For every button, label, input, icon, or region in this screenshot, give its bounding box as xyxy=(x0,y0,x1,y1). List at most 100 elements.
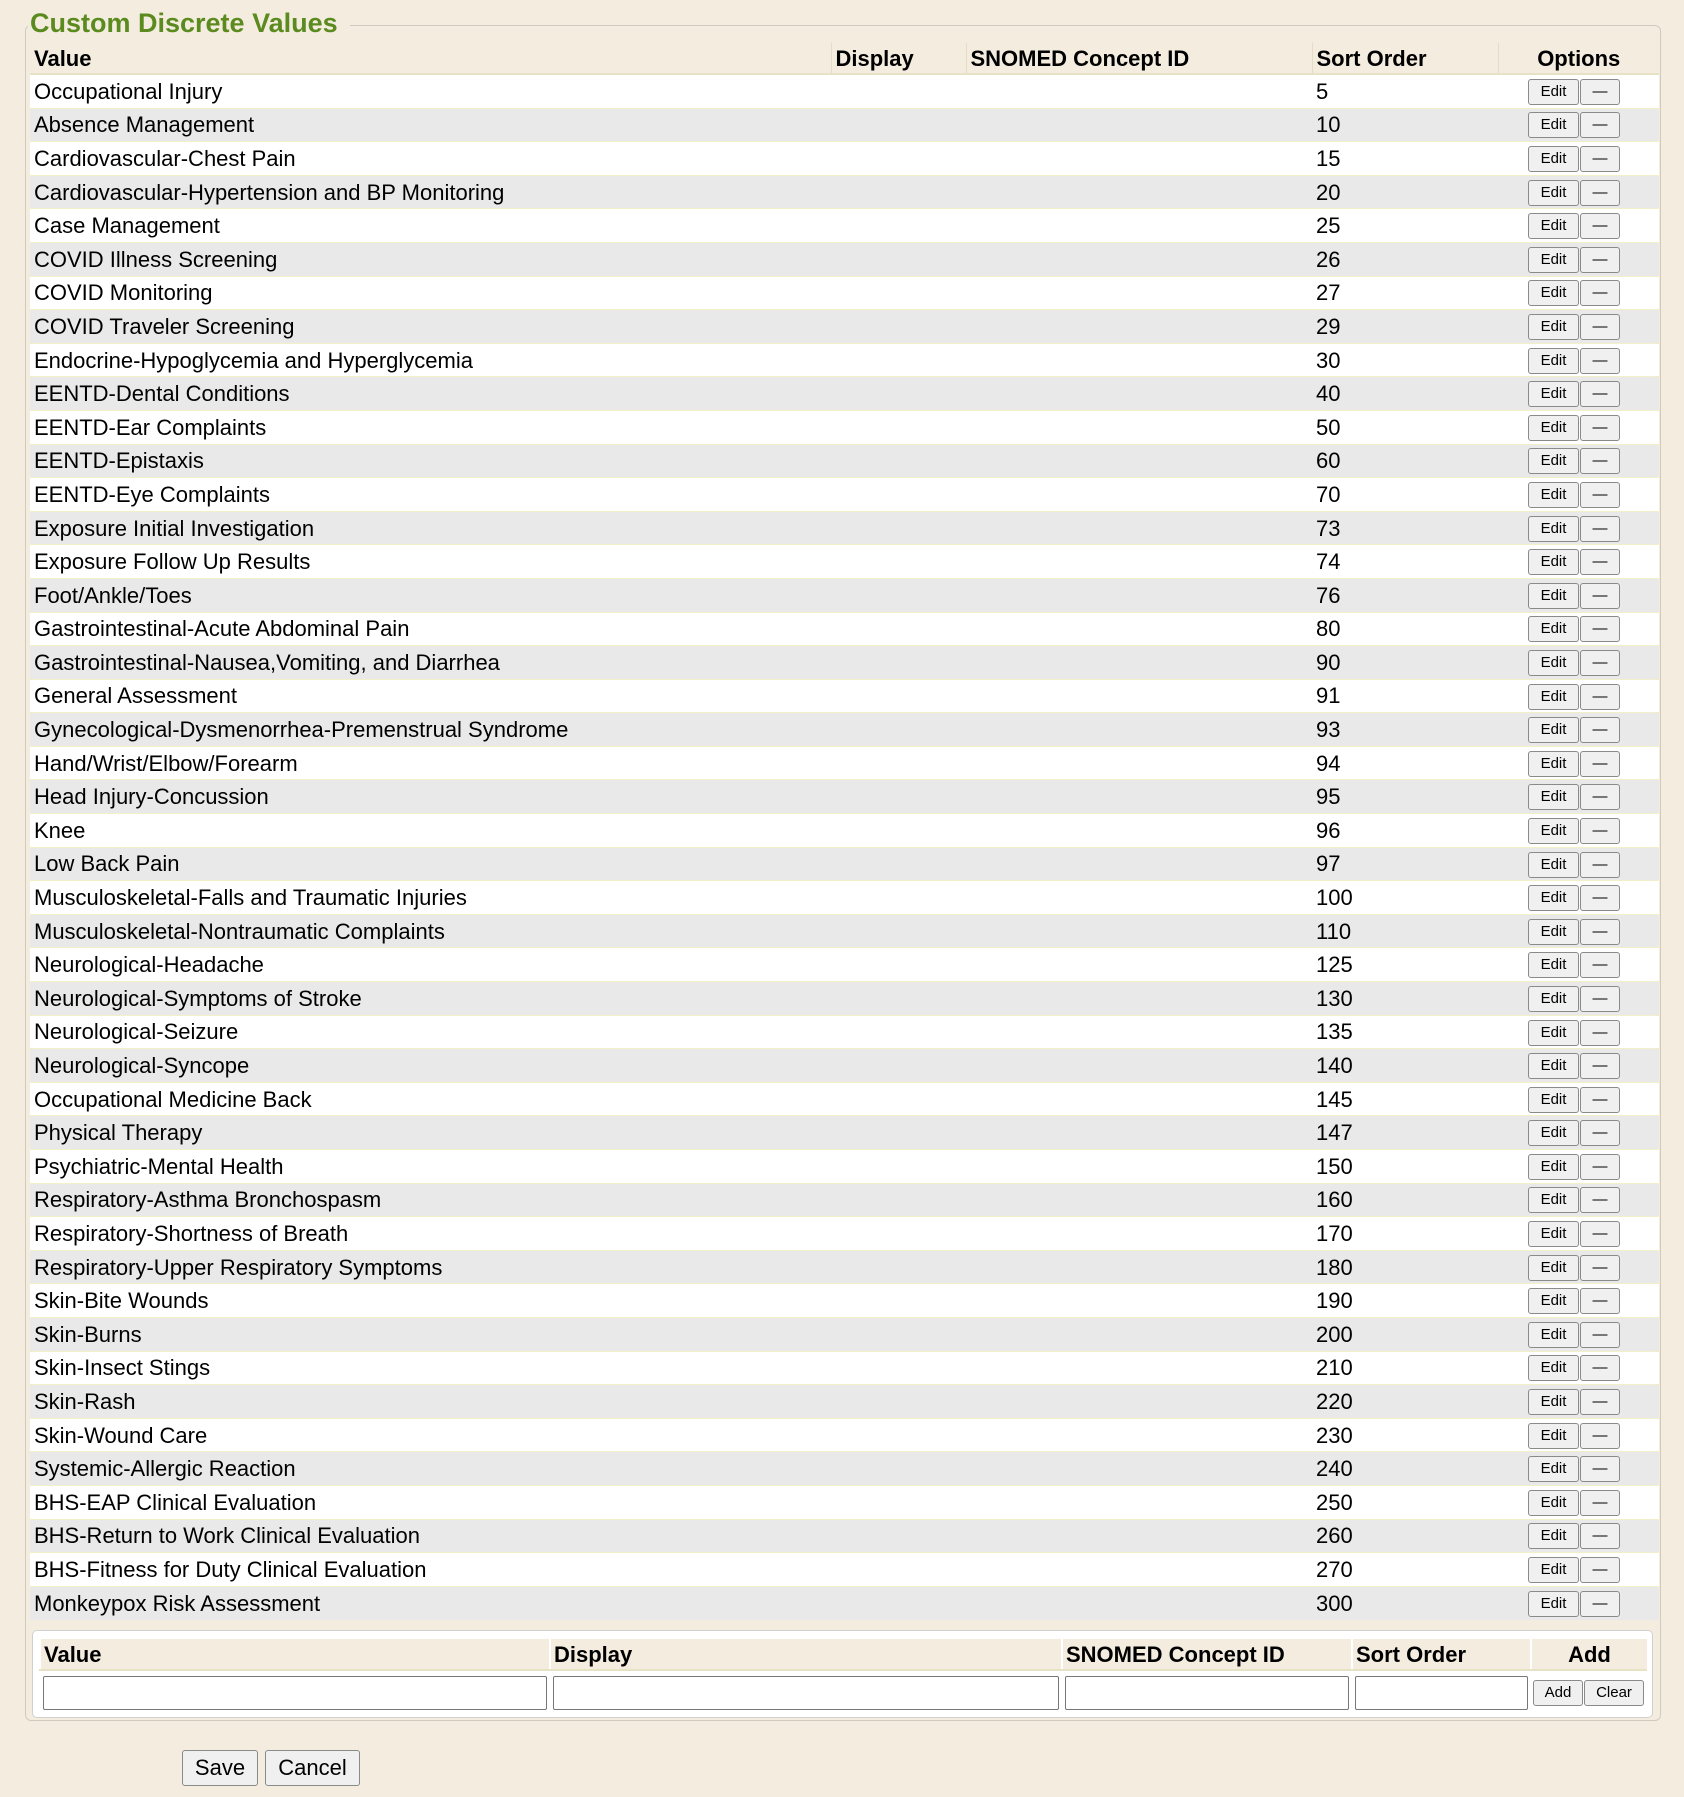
remove-button[interactable]: — xyxy=(1580,246,1620,273)
edit-button[interactable]: Edit xyxy=(1528,952,1579,979)
edit-button[interactable]: Edit xyxy=(1528,616,1579,643)
edit-button[interactable]: Edit xyxy=(1528,683,1579,710)
edit-button[interactable]: Edit xyxy=(1528,78,1579,105)
remove-button[interactable]: — xyxy=(1580,112,1620,139)
edit-button[interactable]: Edit xyxy=(1528,1120,1579,1147)
remove-button[interactable]: — xyxy=(1580,1389,1620,1416)
edit-button[interactable]: Edit xyxy=(1528,112,1579,139)
edit-button[interactable]: Edit xyxy=(1528,649,1579,676)
edit-button[interactable]: Edit xyxy=(1528,985,1579,1012)
edit-button[interactable]: Edit xyxy=(1528,1019,1579,1046)
edit-button[interactable]: Edit xyxy=(1528,1221,1579,1248)
remove-button[interactable]: — xyxy=(1580,1355,1620,1382)
clear-button[interactable]: Clear xyxy=(1584,1680,1644,1706)
remove-button[interactable]: — xyxy=(1580,1321,1620,1348)
remove-button[interactable]: — xyxy=(1580,515,1620,542)
remove-button[interactable]: — xyxy=(1580,1254,1620,1281)
remove-button[interactable]: — xyxy=(1580,1422,1620,1449)
edit-button[interactable]: Edit xyxy=(1528,918,1579,945)
remove-button[interactable]: — xyxy=(1580,1456,1620,1483)
remove-button[interactable]: — xyxy=(1580,817,1620,844)
edit-button[interactable]: Edit xyxy=(1528,1456,1579,1483)
remove-button[interactable]: — xyxy=(1580,1187,1620,1214)
edit-button[interactable]: Edit xyxy=(1528,1153,1579,1180)
edit-button[interactable]: Edit xyxy=(1528,280,1579,307)
remove-button[interactable]: — xyxy=(1580,582,1620,609)
edit-button[interactable]: Edit xyxy=(1528,146,1579,173)
remove-button[interactable]: — xyxy=(1580,314,1620,341)
edit-button[interactable]: Edit xyxy=(1528,1389,1579,1416)
remove-button[interactable]: — xyxy=(1580,1489,1620,1516)
remove-button[interactable]: — xyxy=(1580,213,1620,240)
edit-button[interactable]: Edit xyxy=(1528,1590,1579,1617)
remove-button[interactable]: — xyxy=(1580,918,1620,945)
edit-button[interactable]: Edit xyxy=(1528,1254,1579,1281)
remove-button[interactable]: — xyxy=(1580,1153,1620,1180)
remove-button[interactable]: — xyxy=(1580,381,1620,408)
edit-button[interactable]: Edit xyxy=(1528,1053,1579,1080)
remove-button[interactable]: — xyxy=(1580,717,1620,744)
save-button[interactable]: Save xyxy=(182,1750,258,1786)
add-button[interactable]: Add xyxy=(1533,1680,1583,1706)
edit-button[interactable]: Edit xyxy=(1528,817,1579,844)
remove-button[interactable]: — xyxy=(1580,448,1620,475)
edit-button[interactable]: Edit xyxy=(1528,1489,1579,1516)
remove-button[interactable]: — xyxy=(1580,1221,1620,1248)
remove-button[interactable]: — xyxy=(1580,885,1620,912)
edit-button[interactable]: Edit xyxy=(1528,885,1579,912)
new-value-input[interactable] xyxy=(43,1676,547,1710)
edit-button[interactable]: Edit xyxy=(1528,482,1579,509)
remove-button[interactable]: — xyxy=(1580,1053,1620,1080)
edit-button[interactable]: Edit xyxy=(1528,213,1579,240)
remove-button[interactable]: — xyxy=(1580,1557,1620,1584)
edit-button[interactable]: Edit xyxy=(1528,784,1579,811)
edit-button[interactable]: Edit xyxy=(1528,414,1579,441)
remove-button[interactable]: — xyxy=(1580,750,1620,777)
remove-button[interactable]: — xyxy=(1580,649,1620,676)
cancel-button[interactable]: Cancel xyxy=(265,1750,360,1786)
remove-button[interactable]: — xyxy=(1580,1523,1620,1550)
new-sort-order-input[interactable] xyxy=(1355,1676,1528,1710)
edit-button[interactable]: Edit xyxy=(1528,717,1579,744)
remove-button[interactable]: — xyxy=(1580,414,1620,441)
remove-button[interactable]: — xyxy=(1580,1590,1620,1617)
edit-button[interactable]: Edit xyxy=(1528,1355,1579,1382)
edit-button[interactable]: Edit xyxy=(1528,1086,1579,1113)
edit-button[interactable]: Edit xyxy=(1528,179,1579,206)
edit-button[interactable]: Edit xyxy=(1528,246,1579,273)
edit-button[interactable]: Edit xyxy=(1528,515,1579,542)
remove-button[interactable]: — xyxy=(1580,952,1620,979)
remove-button[interactable]: — xyxy=(1580,851,1620,878)
edit-button[interactable]: Edit xyxy=(1528,1557,1579,1584)
edit-button[interactable]: Edit xyxy=(1528,750,1579,777)
edit-button[interactable]: Edit xyxy=(1528,1288,1579,1315)
edit-button[interactable]: Edit xyxy=(1528,347,1579,374)
edit-button[interactable]: Edit xyxy=(1528,381,1579,408)
edit-button[interactable]: Edit xyxy=(1528,1187,1579,1214)
edit-button[interactable]: Edit xyxy=(1528,582,1579,609)
edit-button[interactable]: Edit xyxy=(1528,851,1579,878)
edit-button[interactable]: Edit xyxy=(1528,448,1579,475)
new-snomed-input[interactable] xyxy=(1065,1676,1349,1710)
new-display-input[interactable] xyxy=(553,1676,1059,1710)
remove-button[interactable]: — xyxy=(1580,985,1620,1012)
edit-button[interactable]: Edit xyxy=(1528,1321,1579,1348)
remove-button[interactable]: — xyxy=(1580,1019,1620,1046)
remove-button[interactable]: — xyxy=(1580,347,1620,374)
remove-button[interactable]: — xyxy=(1580,280,1620,307)
remove-button[interactable]: — xyxy=(1580,146,1620,173)
edit-button[interactable]: Edit xyxy=(1528,314,1579,341)
remove-button[interactable]: — xyxy=(1580,1086,1620,1113)
remove-button[interactable]: — xyxy=(1580,1288,1620,1315)
remove-button[interactable]: — xyxy=(1580,683,1620,710)
remove-button[interactable]: — xyxy=(1580,784,1620,811)
remove-button[interactable]: — xyxy=(1580,179,1620,206)
edit-button[interactable]: Edit xyxy=(1528,1523,1579,1550)
remove-button[interactable]: — xyxy=(1580,482,1620,509)
remove-button[interactable]: — xyxy=(1580,1120,1620,1147)
remove-button[interactable]: — xyxy=(1580,549,1620,576)
edit-button[interactable]: Edit xyxy=(1528,1422,1579,1449)
remove-button[interactable]: — xyxy=(1580,616,1620,643)
remove-button[interactable]: — xyxy=(1580,78,1620,105)
edit-button[interactable]: Edit xyxy=(1528,549,1579,576)
